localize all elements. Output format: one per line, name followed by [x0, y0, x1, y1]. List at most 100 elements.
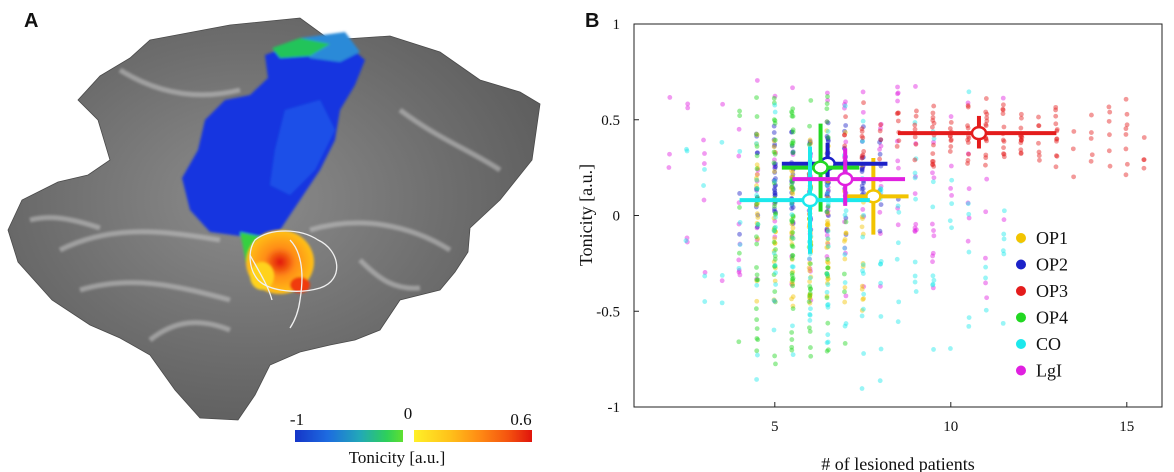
data-point-op4 [790, 129, 796, 135]
data-point-op3 [1053, 104, 1059, 110]
legend-marker-op4 [1016, 312, 1026, 323]
data-point-op4 [808, 261, 813, 267]
data-point-lgi [878, 231, 883, 236]
data-point-co [807, 256, 812, 262]
data-point-op4 [772, 263, 777, 269]
data-point-op3 [1054, 138, 1059, 144]
legend-marker-co [1016, 339, 1026, 349]
data-point-op2 [773, 209, 778, 215]
data-point-op2 [825, 120, 831, 126]
data-point-co [842, 245, 848, 251]
data-point-op1 [824, 293, 830, 299]
data-point-op2 [826, 180, 831, 185]
data-point-op4 [754, 272, 760, 278]
data-point-op3 [930, 161, 936, 167]
data-point-op1 [843, 230, 849, 236]
data-point-lgi [772, 157, 777, 163]
data-point-co [702, 273, 708, 279]
colorbar-tick-zero: 0 [404, 404, 413, 423]
data-point-op1 [790, 213, 796, 219]
data-point-op1 [789, 257, 795, 262]
data-point-op3 [1018, 151, 1024, 157]
data-point-op2 [755, 212, 761, 218]
data-point-op1 [825, 276, 831, 282]
y-tick-label: 0 [613, 209, 621, 225]
data-point-op4 [772, 256, 778, 262]
data-point-op3 [984, 118, 990, 124]
data-point-lgi [824, 119, 830, 125]
data-point-co [895, 319, 901, 325]
data-point-lgi [983, 280, 988, 286]
mean-marker-op1 [865, 189, 882, 204]
data-point-op2 [773, 161, 778, 167]
data-point-op3 [984, 138, 989, 144]
data-point-op4 [772, 263, 778, 269]
data-point-lgi [948, 114, 954, 119]
data-point-op3 [912, 122, 918, 128]
data-point-op2 [772, 166, 778, 171]
data-point-op3 [859, 129, 865, 134]
data-point-op3 [1088, 130, 1094, 135]
data-point-op3 [842, 132, 848, 138]
data-point-op2 [860, 124, 866, 130]
data-point-op2 [771, 137, 777, 143]
plot-frame [633, 23, 1163, 408]
data-point-op1 [773, 229, 778, 235]
data-point-op2 [843, 215, 849, 221]
data-point-co [825, 190, 830, 196]
data-point-lgi [914, 227, 919, 233]
data-point-op4 [753, 306, 759, 312]
data-point-lgi [824, 233, 830, 238]
data-point-co [683, 238, 689, 244]
data-point-op2 [772, 169, 778, 175]
data-point-op3 [1001, 151, 1007, 157]
data-point-co [912, 279, 918, 285]
legend-label-op4: OP4 [1036, 308, 1068, 328]
data-point-op3 [983, 155, 989, 161]
data-point-co [771, 250, 777, 256]
data-point-op1 [824, 245, 830, 250]
data-point-op4 [771, 239, 777, 245]
data-point-op1 [789, 189, 795, 195]
data-point-op1 [790, 281, 796, 287]
data-point-co [912, 175, 918, 181]
data-point-co [861, 351, 867, 356]
data-point-co [825, 339, 831, 345]
data-point-op3 [895, 118, 901, 124]
data-point-op2 [754, 133, 760, 139]
data-point-lgi [790, 85, 795, 91]
data-point-co [948, 346, 953, 351]
data-point-op4 [825, 265, 831, 271]
data-point-op1 [842, 299, 848, 305]
data-point-lgi [877, 209, 883, 215]
data-point-lgi [843, 250, 848, 256]
data-point-op4 [790, 127, 796, 133]
data-point-co [896, 209, 902, 215]
data-point-lgi [702, 151, 707, 156]
data-point-co [807, 312, 813, 317]
data-point-op3 [1001, 151, 1006, 157]
data-point-op4 [789, 337, 795, 342]
data-point-op4 [772, 353, 778, 359]
data-point-co [930, 281, 936, 287]
data-point-co [931, 277, 937, 283]
data-point-lgi [965, 151, 971, 157]
data-point-co [861, 291, 867, 297]
data-point-op4 [807, 325, 812, 331]
data-point-co [895, 240, 901, 246]
data-point-co [825, 304, 831, 310]
data-point-op4 [790, 213, 796, 219]
data-point-op1 [807, 292, 813, 298]
data-point-lgi [736, 221, 742, 227]
data-point-lgi [790, 219, 796, 225]
data-point-lgi [983, 255, 988, 261]
data-point-op2 [772, 206, 777, 212]
data-point-op4 [789, 110, 795, 116]
data-point-op3 [1107, 132, 1112, 138]
data-point-co [824, 289, 830, 295]
data-point-op4 [824, 101, 830, 107]
data-point-lgi [860, 109, 866, 115]
data-point-lgi [824, 228, 830, 234]
data-point-op4 [754, 265, 759, 270]
data-point-lgi [825, 241, 831, 247]
